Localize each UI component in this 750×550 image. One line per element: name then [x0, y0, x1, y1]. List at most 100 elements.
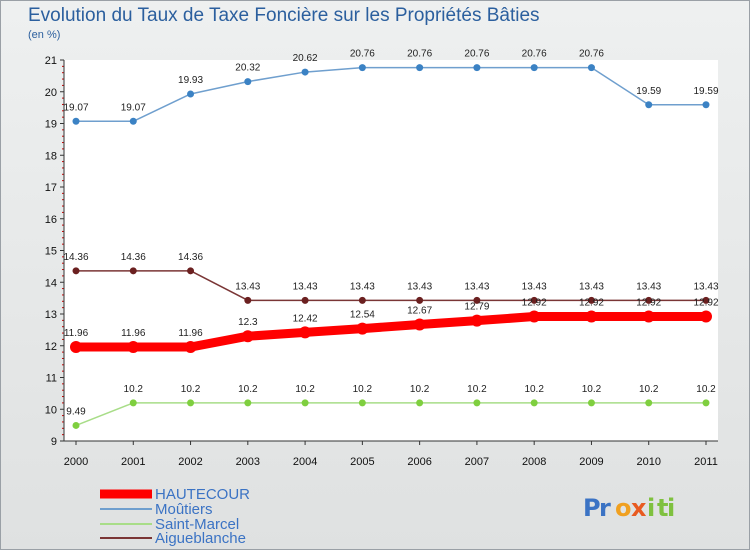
- data-point: [127, 341, 140, 354]
- y-tick-label: 17: [45, 182, 57, 194]
- series-line-0: [76, 66, 706, 123]
- data-label: 19.93: [178, 75, 203, 86]
- data-label: 10.2: [467, 384, 487, 395]
- x-tick-label: 2000: [64, 456, 88, 468]
- data-point: [645, 101, 653, 109]
- data-point: [358, 296, 366, 304]
- data-label: 10.2: [639, 384, 659, 395]
- x-tick-label: 2010: [636, 456, 660, 468]
- y-tick-label: 14: [45, 277, 57, 289]
- data-label: 13.43: [636, 281, 661, 292]
- data-point: [702, 296, 710, 304]
- data-label: 20.76: [350, 49, 375, 60]
- data-point: [301, 399, 309, 407]
- x-tick-label: 2008: [522, 456, 546, 468]
- logo-letter: t: [657, 494, 668, 522]
- data-point: [416, 296, 424, 304]
- data-label: 12.67: [407, 305, 432, 316]
- x-tick-label: 2006: [407, 456, 431, 468]
- data-point: [356, 322, 369, 335]
- series-line-2: [75, 402, 706, 427]
- data-label: 11.96: [178, 328, 203, 339]
- data-point: [700, 310, 712, 323]
- x-tick-label: 2007: [465, 456, 489, 468]
- data-label: 9.49: [66, 406, 86, 417]
- data-point: [72, 117, 80, 125]
- x-tick-label: 2009: [579, 456, 603, 468]
- x-tick-label: 2005: [350, 456, 374, 468]
- data-label: 20.76: [522, 49, 547, 60]
- data-point: [187, 399, 195, 407]
- logo-letter: x: [631, 494, 647, 522]
- data-label: 11.96: [64, 328, 89, 339]
- data-label: 20.62: [293, 53, 318, 64]
- y-tick-label: 10: [45, 404, 57, 416]
- data-label: 13.43: [350, 281, 375, 292]
- data-label: 10.2: [238, 384, 258, 395]
- data-point: [702, 101, 710, 109]
- data-label: 20.76: [464, 49, 489, 60]
- data-label: 19.59: [693, 86, 718, 97]
- y-tick-label: 11: [46, 373, 57, 385]
- data-label: 10.2: [524, 384, 544, 395]
- data-point: [645, 399, 653, 407]
- data-point: [244, 78, 252, 86]
- x-tick-label: 2004: [293, 456, 317, 468]
- y-tick-label: 12: [45, 341, 57, 353]
- data-point: [129, 399, 137, 407]
- x-tick-label: 2003: [236, 456, 260, 468]
- data-point: [244, 296, 252, 304]
- logo-letter: i: [667, 494, 675, 522]
- data-label: 20.76: [579, 49, 604, 60]
- data-label: 10.2: [696, 384, 716, 395]
- data-label: 10.2: [353, 384, 373, 395]
- y-tick-label: 18: [45, 150, 57, 162]
- data-label: 19.59: [636, 86, 661, 97]
- data-point: [473, 296, 481, 304]
- data-label: 10.2: [295, 384, 315, 395]
- data-label: 19.07: [121, 102, 146, 113]
- data-label: 14.36: [178, 252, 203, 263]
- series-line-1: [76, 270, 706, 302]
- data-label: 14.36: [63, 252, 88, 263]
- legend-label: HAUTECOUR: [155, 486, 250, 503]
- data-point: [187, 90, 195, 98]
- data-label: 11.96: [121, 328, 146, 339]
- data-label: 12.92: [636, 298, 661, 309]
- y-tick-label: 13: [45, 309, 57, 321]
- data-label: 13.43: [464, 281, 489, 292]
- x-tick-label: 2011: [694, 456, 718, 468]
- data-point: [416, 64, 424, 72]
- data-point: [72, 267, 80, 275]
- data-label: 14.36: [121, 252, 146, 263]
- data-point: [184, 341, 197, 354]
- data-label: 13.43: [522, 281, 547, 292]
- data-point: [473, 399, 481, 407]
- data-point: [129, 267, 137, 275]
- y-tick-label: 15: [45, 246, 57, 258]
- data-point: [473, 64, 481, 72]
- data-label: 13.43: [293, 281, 318, 292]
- logo-letter: i: [647, 494, 655, 522]
- data-label: 20.76: [407, 49, 432, 60]
- data-label: 12.92: [522, 298, 547, 309]
- data-point: [645, 296, 653, 304]
- data-point: [587, 64, 595, 72]
- data-label: 10.2: [410, 384, 430, 395]
- data-label: 12.54: [350, 310, 375, 321]
- legend-label: Aigueblanche: [155, 530, 246, 547]
- data-point: [72, 421, 80, 429]
- data-point: [530, 64, 538, 72]
- data-point: [358, 64, 366, 72]
- data-label: 10.2: [582, 384, 602, 395]
- data-label: 10.2: [124, 384, 144, 395]
- legend-label: Saint-Marcel: [155, 516, 239, 533]
- data-label: 13.43: [235, 281, 260, 292]
- y-tick-label: 21: [45, 55, 57, 67]
- data-point: [301, 68, 309, 76]
- logo-letter: P: [583, 494, 601, 522]
- data-point: [301, 296, 309, 304]
- series-line-3: [76, 312, 706, 352]
- x-tick-label: 2002: [178, 456, 202, 468]
